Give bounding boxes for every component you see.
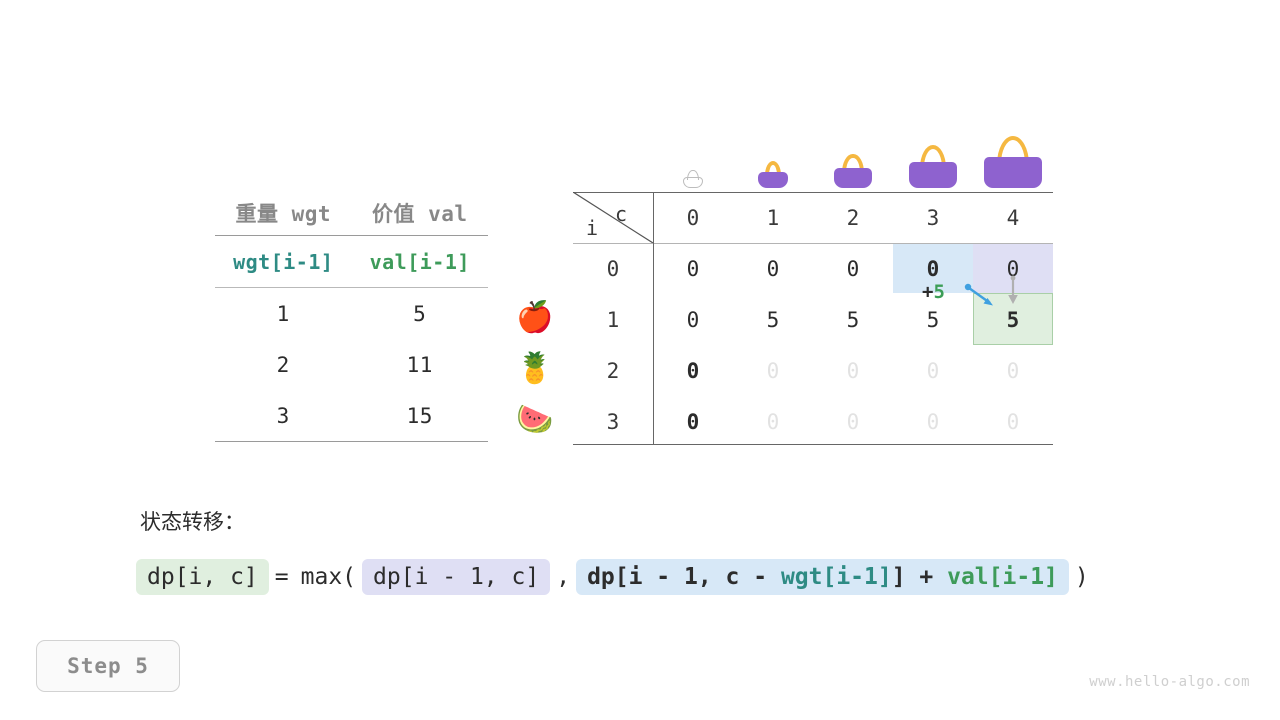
- item-table-divider-top: [215, 235, 488, 236]
- formula-option-take-mid: ] +: [891, 564, 948, 590]
- highlight-cell-prev-capacity: [893, 243, 973, 293]
- plus-sign: +: [922, 281, 934, 303]
- fruit-column: 🍎 🍍 🍉: [505, 292, 565, 445]
- empty-bag-icon: [683, 170, 703, 188]
- item-table-divider-bottom: [215, 441, 488, 442]
- dp-cell-0-2: 0: [846, 257, 860, 281]
- dp-cell-0-4: 0: [1006, 257, 1020, 281]
- dp-cell-2-2: 0: [846, 359, 860, 383]
- dp-cell-3-2: 0: [846, 410, 860, 434]
- dp-col-header-0: 0: [686, 206, 700, 230]
- dp-cell-2-4: 0: [1006, 359, 1020, 383]
- bag-capacity-3: [893, 126, 973, 188]
- item-table-subheader-val: val[i-1]: [369, 249, 470, 274]
- dp-row-label-2: 2: [606, 359, 620, 383]
- corner-label-item: i: [586, 216, 599, 240]
- dp-cell-3-4: 0: [1006, 410, 1020, 434]
- item-table-subheader-row: wgt[i-1] val[i-1]: [215, 236, 488, 287]
- dp-cell-0-0: 0: [686, 257, 700, 281]
- bag-capacity-0: [653, 126, 733, 188]
- step-badge[interactable]: Step 5: [36, 640, 180, 692]
- corner-diagonal-line: [573, 192, 653, 243]
- dp-cell-2-0: 0: [686, 359, 700, 383]
- dp-row-label-1: 1: [606, 308, 620, 332]
- item-table-header-value: 价值 val: [371, 201, 468, 226]
- item-weight-3: 3: [276, 403, 290, 428]
- item-table-divider-sub: [215, 287, 488, 288]
- formula-max-open: max(: [300, 564, 357, 590]
- dp-col-header-3: 3: [926, 206, 940, 230]
- item-weight-2: 2: [276, 352, 290, 377]
- state-transition-label: 状态转移：: [140, 510, 245, 534]
- table-row: 3 15: [215, 390, 488, 441]
- dp-cell-0-1: 0: [766, 257, 780, 281]
- dp-col-header-1: 1: [766, 206, 780, 230]
- dp-table-vertical-border: [653, 192, 654, 445]
- bag-capacity-2: [813, 126, 893, 188]
- plus-value-annotation: +5: [922, 281, 945, 303]
- bag-capacity-row: [653, 126, 1053, 188]
- transition-arrow-icon: [964, 283, 993, 306]
- dp-table-top-border: [573, 192, 1053, 193]
- pineapple-icon: 🍍: [516, 350, 554, 386]
- dp-cell-1-1: 5: [766, 308, 780, 332]
- apple-icon: 🍎: [516, 299, 554, 335]
- dp-cell-1-3: 5: [926, 308, 940, 332]
- formula-val-term: val[i-1]: [947, 564, 1058, 590]
- bag-icon: [834, 154, 872, 188]
- table-row: 1 5: [215, 288, 488, 339]
- item-table-body: 1 5 2 11 3 15: [215, 288, 488, 441]
- dp-cell-1-4: 5: [1006, 308, 1020, 332]
- item-value-2: 11: [406, 352, 433, 377]
- dp-row-label-3: 3: [606, 410, 620, 434]
- watermelon-icon: 🍉: [516, 401, 554, 437]
- dp-table-bottom-border: [573, 444, 1053, 445]
- dp-cell-3-0: 0: [686, 410, 700, 434]
- item-weight-1: 1: [276, 301, 290, 326]
- dp-cell-0-3: 0: [926, 257, 940, 281]
- item-table-header-weight: 重量 wgt: [235, 201, 332, 226]
- item-value-3: 15: [406, 403, 433, 428]
- dp-row-label-0: 0: [606, 257, 620, 281]
- bag-icon: [758, 161, 788, 188]
- corner-label-capacity: c: [615, 202, 628, 226]
- dp-cell-2-3: 0: [926, 359, 940, 383]
- plus-value: 5: [933, 281, 945, 303]
- formula-option-skip: dp[i - 1, c]: [362, 559, 551, 595]
- item-table-header-row: 重量 wgt 价值 val: [215, 190, 488, 235]
- bag-icon: [909, 145, 957, 188]
- table-row: 2 11: [215, 339, 488, 390]
- bag-capacity-1: [733, 126, 813, 188]
- dp-col-header-2: 2: [846, 206, 860, 230]
- bag-capacity-4: [973, 126, 1053, 188]
- formula-target: dp[i, c]: [136, 559, 269, 595]
- item-table: 重量 wgt 价值 val wgt[i-1] val[i-1] 1 5 2 11…: [215, 190, 488, 442]
- formula-comma: ,: [556, 564, 571, 590]
- formula-wgt-term: wgt[i-1]: [780, 564, 892, 590]
- state-transition-formula: dp[i, c] = max( dp[i - 1, c] , dp[i - 1,…: [136, 559, 1095, 595]
- formula-option-take: dp[i - 1, c - wgt[i-1]] + val[i-1]: [576, 559, 1069, 595]
- watermark: www.hello-algo.com: [1089, 674, 1250, 690]
- skip-arrow-icon: [1008, 275, 1018, 304]
- dp-cell-3-3: 0: [926, 410, 940, 434]
- dp-table-header-border: [573, 243, 1053, 244]
- dp-cell-2-1: 0: [766, 359, 780, 383]
- item-table-subheader-wgt: wgt[i-1]: [233, 249, 334, 274]
- item-value-1: 5: [413, 301, 427, 326]
- dp-cell-3-1: 0: [766, 410, 780, 434]
- formula-equals: =: [274, 564, 289, 590]
- bag-icon: [984, 136, 1042, 188]
- dp-col-header-4: 4: [1006, 206, 1020, 230]
- formula-option-take-pre: dp[i - 1, c -: [587, 564, 781, 590]
- dp-cell-1-0: 0: [686, 308, 700, 332]
- formula-close-paren: ): [1074, 564, 1089, 590]
- dp-cell-1-2: 5: [846, 308, 860, 332]
